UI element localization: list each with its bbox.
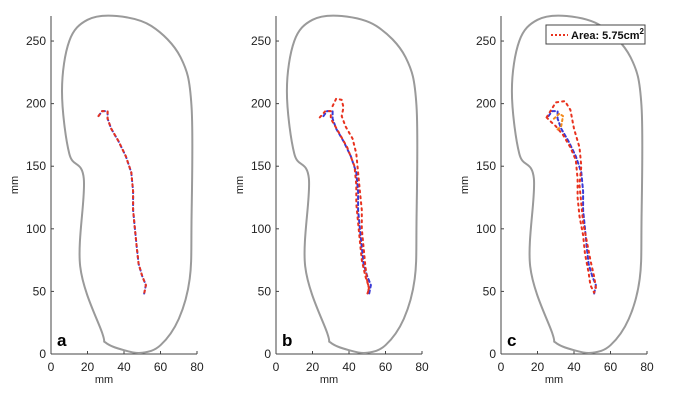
y-tick-label: 50: [33, 284, 47, 298]
x-tick-label: 0: [498, 360, 505, 374]
y-tick-label: 150: [251, 159, 271, 173]
x-tick-label: 60: [604, 360, 618, 374]
legend-label-superscript: 2: [640, 27, 645, 36]
y-tick-label: 0: [264, 347, 271, 361]
y-axis-label: mm: [9, 176, 21, 194]
legend: Area: 5.75cm2: [545, 24, 646, 45]
y-tick-label: 50: [483, 284, 497, 298]
legend-box: [545, 24, 646, 45]
trajectory-series-0: [97, 110, 147, 295]
x-tick-label: 80: [415, 360, 429, 374]
x-axis-label: mm: [545, 374, 563, 386]
legend-label: Area: 5.75cm2: [571, 27, 645, 42]
y-tick-label: 50: [258, 284, 272, 298]
foot-outline: [285, 14, 419, 354]
x-tick-label: 20: [306, 360, 320, 374]
foot-outline: [510, 14, 644, 354]
panel-letter: a: [57, 331, 67, 350]
y-tick-label: 0: [489, 347, 496, 361]
y-tick-label: 250: [251, 34, 271, 48]
panel-letter: b: [282, 331, 292, 350]
foot-outline: [60, 14, 194, 354]
x-tick-label: 60: [379, 360, 393, 374]
trajectory-series-0: [547, 110, 597, 295]
x-tick-label: 40: [342, 360, 356, 374]
x-tick-label: 80: [640, 360, 654, 374]
y-axis-label: mm: [234, 176, 246, 194]
y-tick-label: 100: [476, 222, 496, 236]
x-tick-label: 0: [48, 360, 55, 374]
x-axis-label: mm: [95, 374, 113, 386]
x-tick-label: 20: [531, 360, 545, 374]
panel-c: 0 20 40 60 80 0 50 100 150 200 250 mm mm c Area: 5.75c…: [459, 14, 654, 386]
trajectory-series-1: [97, 110, 147, 295]
x-axis-label: mm: [320, 374, 338, 386]
y-tick-label: 150: [26, 159, 46, 173]
x-tick-label: 20: [81, 360, 95, 374]
x-tick-label: 0: [273, 360, 280, 374]
y-tick-label: 100: [26, 222, 46, 236]
y-tick-label: 250: [26, 34, 46, 48]
trajectory-series-2: [331, 97, 371, 295]
trajectory-series-1: [318, 110, 371, 295]
panel-letter: c: [507, 331, 516, 350]
trajectory-series-1: [545, 100, 597, 294]
x-tick-label: 40: [567, 360, 581, 374]
y-tick-label: 250: [476, 34, 496, 48]
x-tick-label: 80: [190, 360, 204, 374]
panel-a: 0 20 40 60 80 0 50 100 150 200 250 mm mm a: [9, 14, 204, 386]
trajectory-series-2: [552, 112, 564, 133]
y-tick-label: 100: [251, 222, 271, 236]
y-axis-label: mm: [459, 176, 471, 194]
panel-b: 0 20 40 60 80 0 50 100 150 200 250 mm mm b: [234, 14, 429, 386]
y-tick-label: 200: [251, 97, 271, 111]
y-tick-label: 150: [476, 159, 496, 173]
y-tick-label: 200: [26, 97, 46, 111]
x-tick-label: 40: [117, 360, 131, 374]
x-tick-label: 60: [154, 360, 168, 374]
y-tick-label: 200: [476, 97, 496, 111]
legend-label-text: Area: 5.75cm: [571, 30, 640, 42]
y-tick-label: 0: [39, 347, 46, 361]
